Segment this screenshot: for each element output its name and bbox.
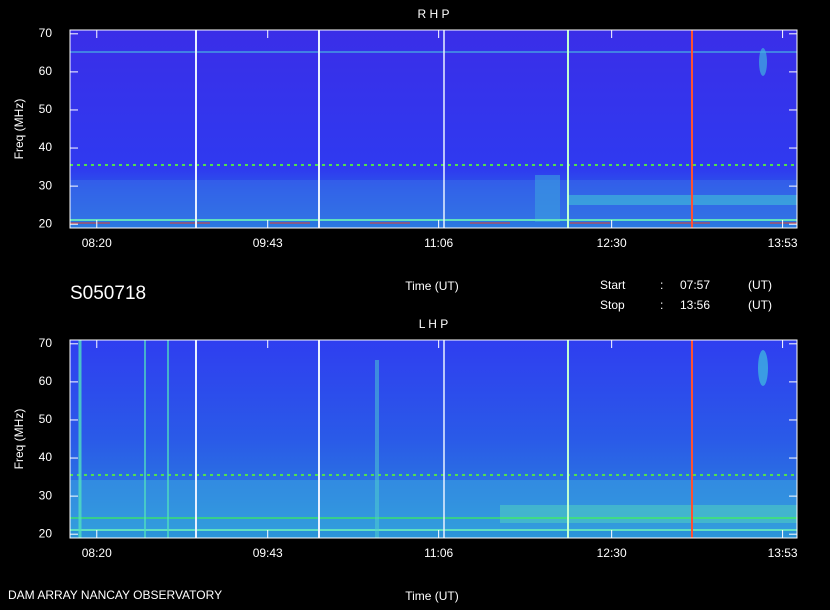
y-tick-label: 40 [39, 140, 53, 154]
y-tick-label: 30 [39, 488, 53, 502]
start-sep: : [660, 278, 663, 292]
x-tick-label: 08:20 [82, 546, 112, 560]
x-tick-label: 11:06 [424, 546, 453, 560]
stop-unit: (UT) [748, 298, 772, 312]
y-axis-label: Freq (MHz) [12, 99, 26, 160]
plot-frame [69, 339, 798, 539]
y-tick-label: 70 [39, 336, 53, 350]
x-tick-label: 08:20 [82, 236, 112, 250]
y-tick-label: 20 [39, 526, 53, 540]
y-tick-label: 40 [39, 450, 53, 464]
panel-title: R H P [417, 7, 449, 21]
spectrogram-lhp [70, 340, 797, 538]
x-tick-label: 09:43 [253, 236, 283, 250]
start-label: Start [600, 278, 626, 292]
y-tick-label: 20 [39, 216, 53, 230]
x-axis-label: Time (UT) [405, 279, 459, 293]
x-tick-label: 12:30 [597, 236, 627, 250]
y-tick-label: 50 [39, 412, 53, 426]
panel-title: L H P [419, 317, 449, 331]
x-tick-label: 13:53 [768, 546, 798, 560]
stop-sep: : [660, 298, 663, 312]
y-tick-label: 60 [39, 374, 53, 388]
start-time: 07:57 [680, 278, 710, 292]
stop-label: Stop [600, 298, 625, 312]
x-tick-label: 09:43 [253, 546, 283, 560]
x-tick-label: 11:06 [424, 236, 453, 250]
footer: DAM ARRAY NANCAY OBSERVATORY [8, 588, 222, 602]
y-tick-label: 60 [39, 64, 53, 78]
y-tick-label: 30 [39, 178, 53, 192]
x-axis-label: Time (UT) [405, 589, 459, 603]
x-tick-label: 12:30 [597, 546, 627, 560]
y-tick-label: 50 [39, 102, 53, 116]
stop-time: 13:56 [680, 298, 710, 312]
start-unit: (UT) [748, 278, 772, 292]
plot-frame [69, 29, 798, 229]
y-tick-label: 70 [39, 26, 53, 40]
y-axis-label: Freq (MHz) [12, 409, 26, 470]
session-id: S050718 [70, 283, 146, 304]
x-tick-label: 13:53 [768, 236, 798, 250]
spectrogram-rhp [70, 30, 797, 228]
